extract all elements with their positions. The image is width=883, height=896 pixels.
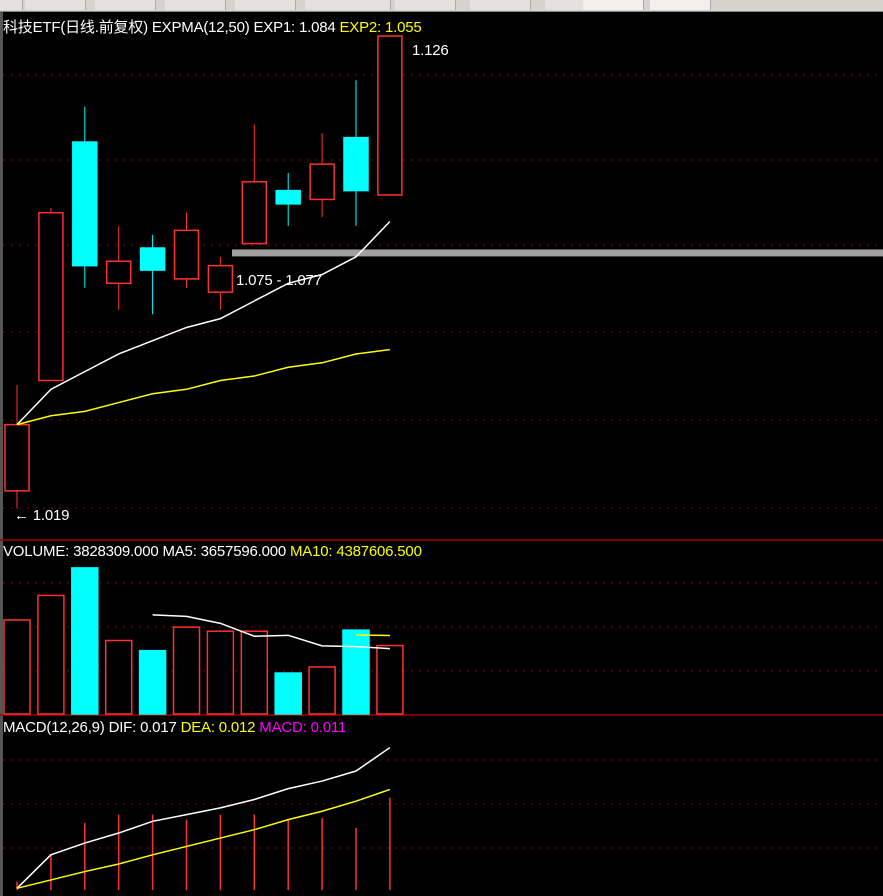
volume-bar — [342, 629, 370, 715]
volume-bar — [240, 630, 269, 715]
candle-down — [139, 247, 166, 271]
volume-bar — [206, 630, 235, 715]
menu-tab-5[interactable] — [305, 0, 391, 10]
candle-up — [173, 229, 200, 280]
exp2-value: EXP2: 1.055 — [339, 19, 422, 36]
volume-legend: VOLUME: 3828309.000 MA5: 3657596.000 MA1… — [3, 543, 422, 560]
dif-value: DIF: 0.017 — [108, 719, 177, 736]
exp1-value: EXP1: 1.084 — [253, 19, 336, 36]
macd-legend: MACD(12,26,9) DIF: 0.017 DEA: 0.012 MACD… — [3, 719, 346, 736]
candle-up — [4, 423, 30, 492]
volume-bar — [37, 594, 65, 715]
top-menu-bar — [0, 0, 883, 12]
dif-line — [16, 746, 391, 889]
volume-bar — [3, 619, 31, 715]
candle-down — [343, 136, 369, 192]
volume-bar — [274, 672, 302, 715]
volume-bar — [308, 666, 336, 715]
volume-bar — [138, 649, 167, 715]
candle-down — [275, 189, 301, 205]
candle-up — [207, 264, 234, 293]
range-label: 1.075 - 1.077 — [236, 272, 322, 289]
exp2-line — [16, 348, 390, 426]
macd-value: MACD: 0.011 — [259, 719, 347, 736]
candle-up — [241, 181, 268, 245]
candle-up — [377, 35, 403, 196]
volume-ma10-line — [355, 634, 390, 637]
low-marker: ← 1.019 — [14, 507, 70, 524]
volume-ma5-line — [152, 614, 390, 650]
volume-bar — [172, 626, 201, 715]
candle-up — [105, 260, 132, 285]
low-marker-value: 1.019 — [32, 507, 70, 524]
dea-value: DEA: 0.012 — [180, 719, 256, 736]
left-edge — [0, 12, 3, 896]
menu-tab-1[interactable] — [25, 0, 86, 10]
menu-tab-6[interactable] — [395, 0, 456, 10]
menu-tab-0[interactable] — [0, 0, 23, 10]
candle-up — [309, 163, 335, 201]
price-range-bar — [232, 249, 883, 257]
candle-down — [72, 141, 98, 267]
exp1-line — [16, 220, 391, 426]
candle-up — [38, 211, 64, 382]
indicator-name: EXPMA(12,50) — [151, 19, 250, 36]
menu-tab-3[interactable] — [165, 0, 226, 10]
menu-tab-4[interactable] — [235, 0, 296, 10]
macd-name: MACD(12,26,9) — [3, 719, 105, 736]
menu-tab-2[interactable] — [95, 0, 156, 10]
ma10-value: MA10: 4387606.500 — [290, 543, 422, 560]
price-legend: 科技ETF(日线.前复权) EXPMA(12,50) EXP1: 1.084 E… — [3, 16, 422, 37]
ma5-value: MA5: 3657596.000 — [162, 543, 287, 560]
menu-tab-10[interactable] — [650, 0, 711, 10]
volume-bar — [376, 644, 404, 715]
volume-bar — [71, 567, 99, 715]
menu-tab-9[interactable] — [583, 0, 644, 10]
high-marker: 1.126 — [412, 42, 449, 59]
volume-bar — [104, 639, 133, 715]
menu-tab-7[interactable] — [470, 0, 531, 10]
dea-line — [16, 788, 391, 890]
volume-value: VOLUME: 3828309.000 — [3, 543, 159, 560]
symbol-label: 科技ETF(日线.前复权) — [3, 19, 148, 36]
